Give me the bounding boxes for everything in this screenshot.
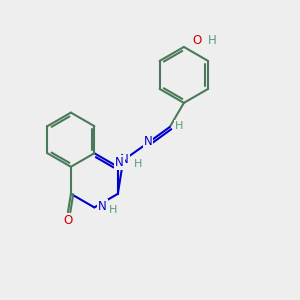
Text: O: O bbox=[193, 34, 202, 47]
Text: O: O bbox=[63, 214, 73, 227]
Text: H: H bbox=[134, 159, 142, 169]
Text: H: H bbox=[108, 206, 117, 215]
Text: N: N bbox=[115, 156, 124, 169]
Text: H: H bbox=[208, 34, 217, 47]
Text: N: N bbox=[98, 200, 107, 213]
Text: N: N bbox=[120, 153, 129, 166]
Text: H: H bbox=[175, 121, 183, 130]
Text: N: N bbox=[144, 135, 152, 148]
